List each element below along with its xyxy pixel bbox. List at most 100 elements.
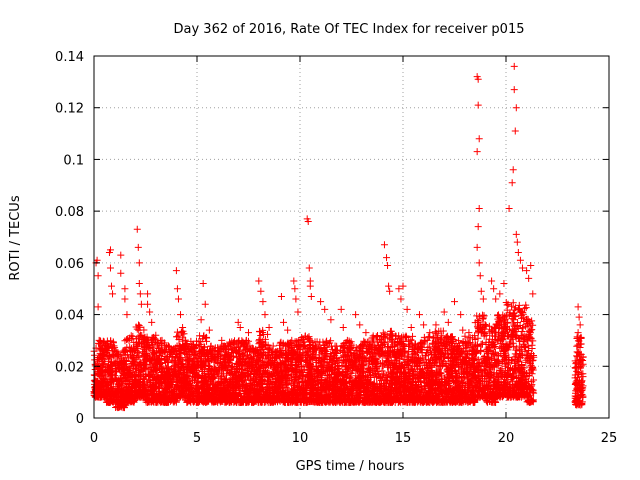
data-point [152, 366, 160, 374]
data-point [157, 379, 165, 387]
data-point [125, 389, 133, 397]
data-point [155, 390, 163, 398]
data-point [99, 357, 107, 365]
data-point [136, 377, 144, 385]
data-points [90, 62, 587, 412]
data-point [96, 340, 104, 348]
data-point [156, 365, 164, 373]
data-point [105, 380, 113, 388]
data-point [162, 354, 170, 362]
data-point [136, 361, 144, 369]
data-point [103, 396, 111, 404]
data-point [157, 398, 165, 406]
data-point [133, 366, 141, 374]
data-point [166, 397, 174, 405]
data-point [145, 341, 153, 349]
data-point [107, 376, 115, 384]
data-point [130, 396, 138, 404]
data-point [103, 352, 111, 360]
data-point [156, 391, 164, 399]
data-point [165, 368, 173, 376]
data-point [97, 393, 105, 401]
data-point [135, 322, 143, 330]
data-point [95, 371, 103, 379]
data-point [95, 353, 103, 361]
data-point [109, 383, 117, 391]
data-point [115, 376, 123, 384]
data-point [155, 356, 163, 364]
data-point [112, 390, 120, 398]
data-point [135, 321, 143, 329]
data-point [142, 386, 150, 394]
data-point [145, 392, 153, 400]
data-point [126, 388, 134, 396]
data-point [135, 349, 143, 357]
data-point [115, 404, 123, 412]
data-point [122, 348, 130, 356]
data-point [106, 366, 114, 374]
data-point [113, 349, 121, 357]
data-point [108, 361, 116, 369]
data-point [142, 372, 150, 380]
data-point [121, 346, 129, 354]
data-point [169, 387, 177, 395]
data-point [115, 364, 123, 372]
data-point [126, 369, 134, 377]
data-point [142, 351, 150, 359]
data-point [127, 362, 135, 370]
data-point [162, 365, 170, 373]
data-point [125, 363, 133, 371]
data-point [108, 344, 116, 352]
data-point [122, 364, 130, 372]
data-point [147, 379, 155, 387]
data-point [136, 339, 144, 347]
data-point [107, 362, 115, 370]
data-point [123, 376, 131, 384]
data-point [132, 365, 140, 373]
data-point [154, 339, 162, 347]
data-point [106, 387, 114, 395]
data-point [103, 342, 111, 350]
data-point [112, 348, 120, 356]
data-point [163, 398, 171, 406]
data-point [134, 383, 142, 391]
data-point [122, 373, 130, 381]
data-point [144, 354, 152, 362]
data-point [163, 364, 171, 372]
data-point [172, 398, 180, 406]
data-point [168, 389, 176, 397]
data-point [139, 387, 147, 395]
data-point [152, 372, 160, 380]
data-point [155, 349, 163, 357]
data-point [112, 368, 120, 376]
data-point [167, 375, 175, 383]
data-point [132, 354, 140, 362]
grid [94, 56, 609, 418]
data-point [169, 346, 177, 354]
data-point [144, 396, 152, 404]
data-point [151, 335, 159, 343]
data-point [111, 395, 119, 403]
data-point [143, 333, 151, 341]
data-point [144, 336, 152, 344]
data-point [153, 357, 161, 365]
data-point [127, 332, 135, 340]
data-point [147, 387, 155, 395]
data-point [165, 382, 173, 390]
data-point [91, 356, 99, 364]
data-point [105, 388, 113, 396]
data-point [134, 344, 142, 352]
data-point [136, 332, 144, 340]
data-point [103, 348, 111, 356]
data-point [96, 337, 104, 345]
data-point [116, 394, 124, 402]
data-point [161, 347, 169, 355]
data-point [106, 338, 114, 346]
data-point [132, 341, 140, 349]
data-point [149, 370, 157, 378]
data-point [111, 359, 119, 367]
data-point [114, 385, 122, 393]
data-point [122, 356, 130, 364]
